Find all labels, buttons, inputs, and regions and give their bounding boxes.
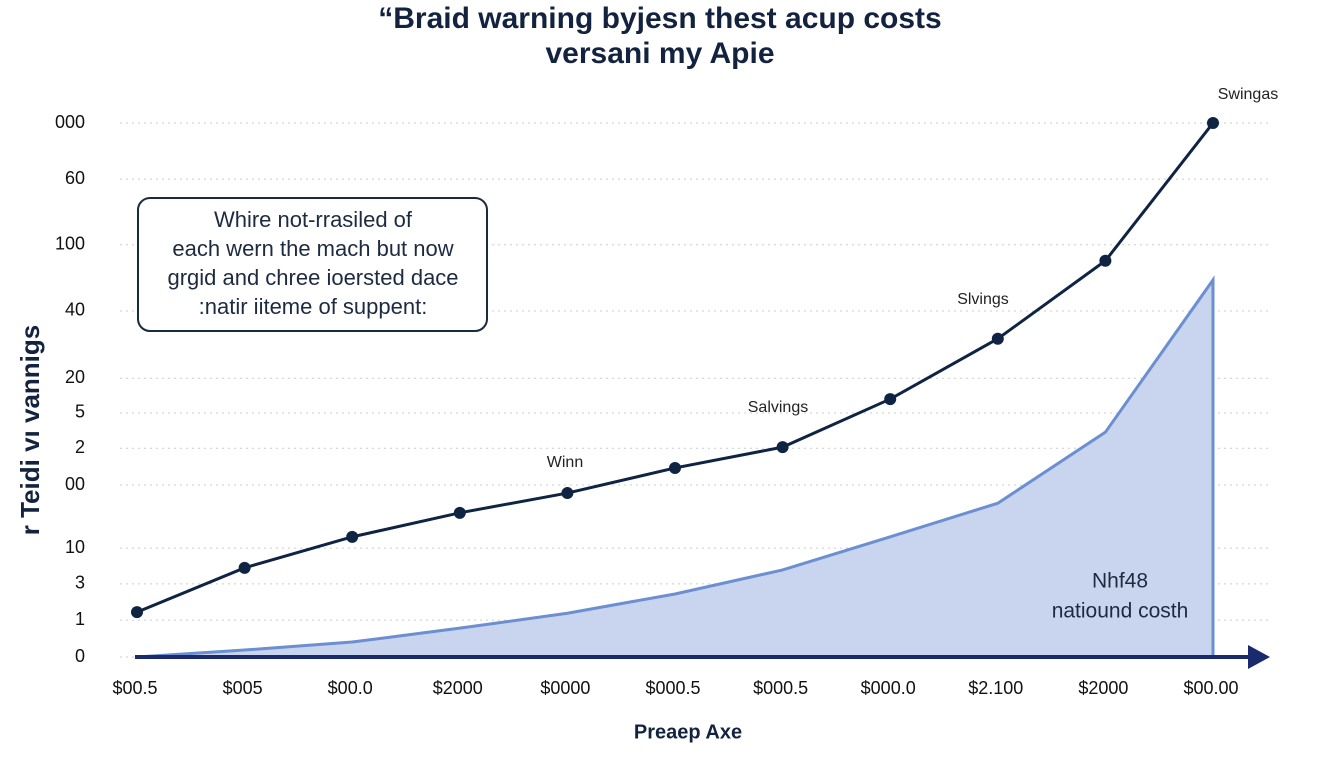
area-layer <box>136 275 1215 659</box>
point <box>346 530 359 543</box>
point <box>669 461 681 474</box>
x-tick-label: $000.5 <box>753 678 808 698</box>
annotation: Winn <box>547 454 583 471</box>
annotation: Slvings <box>957 291 1009 308</box>
note-box <box>137 197 488 332</box>
point <box>1099 254 1112 267</box>
y-tick-label: 5 <box>75 402 85 422</box>
y-tick-label: 1 <box>75 609 85 629</box>
y-tick-label: 2 <box>75 437 85 457</box>
annotation: Swingas <box>1218 86 1278 103</box>
point <box>238 561 251 574</box>
y-tick-label: 00 <box>65 474 85 494</box>
x-tick-label: $2000 <box>1078 678 1128 698</box>
point <box>884 393 897 406</box>
note-line: each wern the mach but now <box>172 236 453 261</box>
chart-title: versani my Apie <box>546 37 775 70</box>
y-tick-label: 100 <box>55 234 85 254</box>
x-axis-arrow <box>1248 645 1270 669</box>
x-tick-label: $005 <box>223 678 263 698</box>
point <box>453 506 466 519</box>
note-line: :natir iiteme of suppent: <box>199 294 428 319</box>
x-tick-label: $000.5 <box>645 678 700 698</box>
point <box>991 332 1004 345</box>
y-tick-label: 60 <box>65 168 85 188</box>
plot <box>131 117 1219 619</box>
note-line: Whire not-rrasiled of <box>214 207 413 232</box>
chart-title: “Braid warning byjesn thest acup costs <box>378 2 941 35</box>
area-outline <box>136 275 1215 659</box>
x-axis-label: Preaep Axe <box>634 721 742 743</box>
x-tick-label: $000.0 <box>861 678 916 698</box>
x-tick-label: $2.100 <box>968 678 1023 698</box>
legend-label: Nhf48 <box>1092 570 1148 593</box>
area <box>137 279 1213 657</box>
note-line: grgid and chree ioersted dace <box>167 265 458 290</box>
y-tick-label: 000 <box>55 112 85 132</box>
x-tick-label: $00.00 <box>1183 678 1238 698</box>
x-tick-label: $2000 <box>433 678 483 698</box>
point <box>131 606 143 619</box>
y-tick-label: 20 <box>65 367 85 387</box>
y-tick-label: 0 <box>75 646 85 666</box>
annotation: Salvings <box>748 399 808 416</box>
y-tick-label: 40 <box>65 300 85 320</box>
y-axis-label: r Teidi vı vannigs <box>15 325 45 535</box>
point <box>1207 117 1219 129</box>
y-tick-label: 3 <box>75 573 85 593</box>
x-tick-label: $00.0 <box>328 678 373 698</box>
legend-label: natiound costh <box>1052 600 1189 623</box>
point <box>561 487 574 500</box>
y-tick-label: 10 <box>65 537 85 557</box>
point <box>776 441 789 454</box>
x-tick-label: $0000 <box>540 678 590 698</box>
x-tick-label: $00.5 <box>112 678 157 698</box>
